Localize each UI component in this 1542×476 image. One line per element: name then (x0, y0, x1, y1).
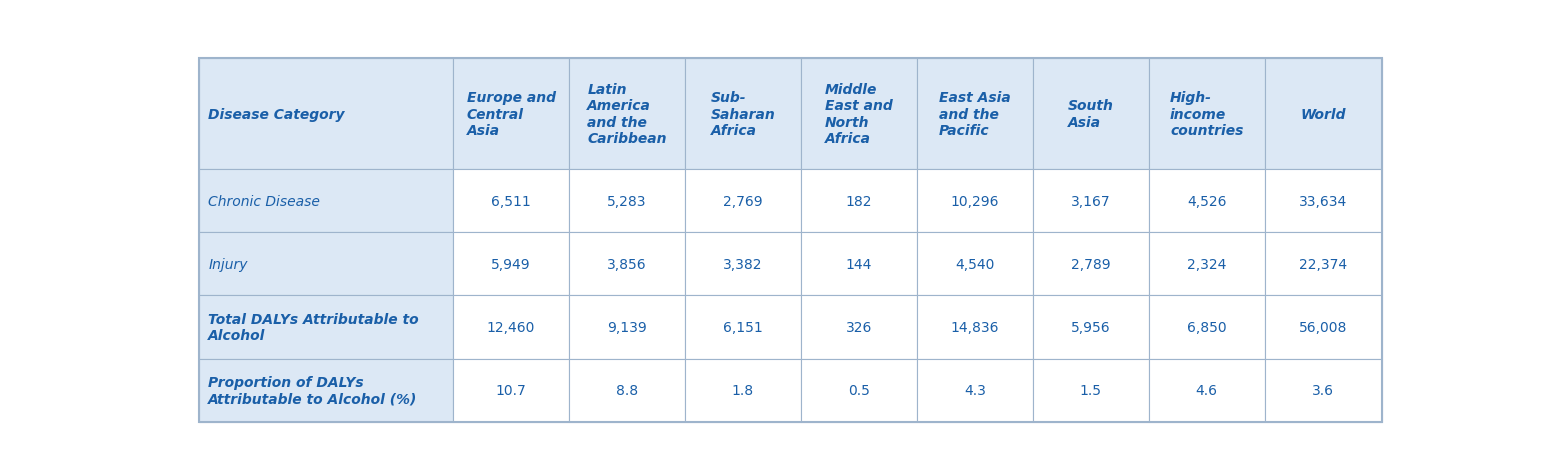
Text: 10,296: 10,296 (950, 194, 999, 208)
Text: Proportion of DALYs
Attributable to Alcohol (%): Proportion of DALYs Attributable to Alco… (208, 375, 418, 406)
Text: 3,382: 3,382 (723, 257, 763, 271)
Text: 3,167: 3,167 (1072, 194, 1110, 208)
Text: 8.8: 8.8 (615, 383, 638, 397)
Bar (1033, 59, 1149, 169)
Bar (569, 169, 685, 233)
Bar (1149, 59, 1264, 169)
Bar (199, 169, 453, 233)
Bar (199, 359, 453, 422)
Bar (1264, 169, 1382, 233)
Bar (800, 169, 917, 233)
Text: 5,283: 5,283 (608, 194, 646, 208)
Bar (453, 296, 569, 359)
Bar (1264, 59, 1382, 169)
Bar (199, 233, 453, 296)
Bar (800, 296, 917, 359)
Bar (1264, 359, 1382, 422)
Text: Sub-
Saharan
Africa: Sub- Saharan Africa (711, 91, 776, 138)
Text: 4.3: 4.3 (964, 383, 985, 397)
Text: 6,850: 6,850 (1187, 320, 1226, 334)
Text: 182: 182 (845, 194, 873, 208)
Text: 4.6: 4.6 (1195, 383, 1218, 397)
Bar (453, 169, 569, 233)
Bar (685, 169, 800, 233)
Text: South
Asia: South Asia (1069, 99, 1113, 129)
Text: 4,526: 4,526 (1187, 194, 1226, 208)
Bar (1149, 233, 1264, 296)
Text: World: World (1300, 107, 1346, 121)
Text: 12,460: 12,460 (487, 320, 535, 334)
Bar (1264, 233, 1382, 296)
Text: 1.5: 1.5 (1079, 383, 1103, 397)
Text: 4,540: 4,540 (954, 257, 995, 271)
Bar (1033, 359, 1149, 422)
Text: 144: 144 (845, 257, 873, 271)
Text: Chronic Disease: Chronic Disease (208, 194, 321, 208)
Bar (453, 233, 569, 296)
Text: Europe and
Central
Asia: Europe and Central Asia (467, 91, 555, 138)
Text: Disease Category: Disease Category (208, 107, 345, 121)
Text: 2,769: 2,769 (723, 194, 763, 208)
Text: 5,949: 5,949 (492, 257, 530, 271)
Bar (199, 59, 453, 169)
Bar (1033, 296, 1149, 359)
Bar (685, 296, 800, 359)
Text: 6,511: 6,511 (492, 194, 530, 208)
Bar (685, 359, 800, 422)
Text: 9,139: 9,139 (608, 320, 648, 334)
Text: 3.6: 3.6 (1312, 383, 1334, 397)
Text: 0.5: 0.5 (848, 383, 870, 397)
Text: Total DALYs Attributable to
Alcohol: Total DALYs Attributable to Alcohol (208, 312, 419, 342)
Text: 33,634: 33,634 (1300, 194, 1348, 208)
Text: 2,324: 2,324 (1187, 257, 1226, 271)
Bar (917, 169, 1033, 233)
Bar (917, 296, 1033, 359)
Bar (1149, 169, 1264, 233)
Bar (800, 59, 917, 169)
Text: 2,789: 2,789 (1072, 257, 1110, 271)
Bar (685, 233, 800, 296)
Bar (800, 359, 917, 422)
Bar (1033, 233, 1149, 296)
Text: Injury: Injury (208, 257, 248, 271)
Bar (569, 59, 685, 169)
Bar (569, 296, 685, 359)
Bar (569, 233, 685, 296)
Text: 10.7: 10.7 (495, 383, 526, 397)
Text: 22,374: 22,374 (1300, 257, 1348, 271)
Bar (199, 296, 453, 359)
Bar (569, 359, 685, 422)
Bar (1033, 169, 1149, 233)
Text: 1.8: 1.8 (732, 383, 754, 397)
Bar (1149, 296, 1264, 359)
Text: High-
income
countries: High- income countries (1170, 91, 1243, 138)
Bar (1264, 296, 1382, 359)
Bar (1149, 359, 1264, 422)
Text: East Asia
and the
Pacific: East Asia and the Pacific (939, 91, 1010, 138)
Text: 56,008: 56,008 (1298, 320, 1348, 334)
Text: Middle
East and
North
Africa: Middle East and North Africa (825, 83, 893, 146)
Text: 3,856: 3,856 (608, 257, 646, 271)
Text: 326: 326 (845, 320, 873, 334)
Text: 6,151: 6,151 (723, 320, 763, 334)
Text: 5,956: 5,956 (1072, 320, 1110, 334)
Text: Latin
America
and the
Caribbean: Latin America and the Caribbean (588, 83, 666, 146)
Bar (917, 359, 1033, 422)
Text: 14,836: 14,836 (950, 320, 999, 334)
Bar (800, 233, 917, 296)
Bar (917, 59, 1033, 169)
Bar (453, 59, 569, 169)
Bar (453, 359, 569, 422)
Bar (685, 59, 800, 169)
Bar (917, 233, 1033, 296)
